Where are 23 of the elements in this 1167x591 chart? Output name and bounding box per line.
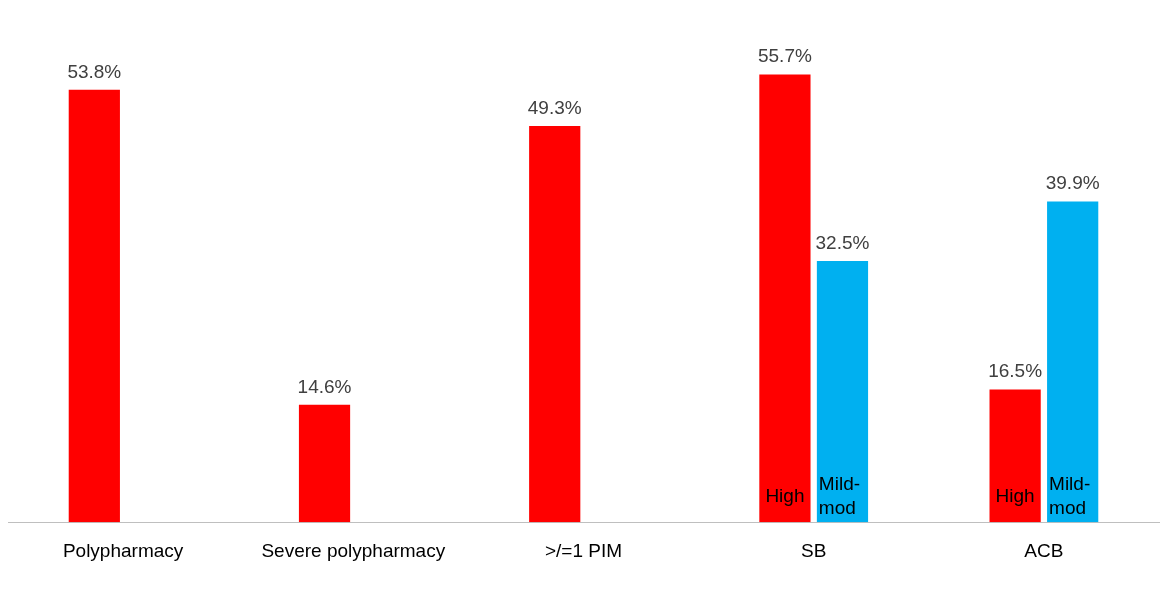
bar bbox=[529, 125, 581, 523]
x-tick-label: >/=1 PIM bbox=[544, 539, 623, 561]
data-label: 39.9% bbox=[1045, 172, 1100, 194]
data-label: 16.5% bbox=[988, 360, 1043, 382]
series-label: Mild-mod bbox=[818, 472, 861, 518]
bar bbox=[298, 404, 351, 523]
bar bbox=[989, 389, 1041, 523]
x-tick-label: Severe polypharmacy bbox=[261, 539, 446, 561]
series-label: High bbox=[765, 484, 805, 506]
bar bbox=[1047, 201, 1099, 523]
bar bbox=[816, 261, 869, 523]
x-tick-label: SB bbox=[801, 539, 827, 561]
bar bbox=[68, 89, 120, 523]
text: High bbox=[995, 484, 1035, 506]
data-label: 55.7% bbox=[757, 45, 812, 67]
x-tick-label: Polypharmacy bbox=[62, 539, 184, 561]
bar bbox=[759, 74, 811, 523]
text: Mild-mod bbox=[1049, 472, 1091, 518]
data-label: 49.3% bbox=[527, 96, 582, 118]
data-label: 14.6% bbox=[297, 375, 352, 397]
x-tick-label: ACB bbox=[1024, 539, 1064, 561]
data-label: 53.8% bbox=[67, 60, 122, 82]
data-label: 32.5% bbox=[815, 231, 870, 253]
